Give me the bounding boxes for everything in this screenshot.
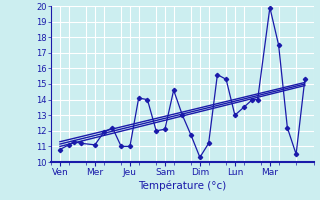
- X-axis label: Température (°c): Température (°c): [138, 181, 227, 191]
